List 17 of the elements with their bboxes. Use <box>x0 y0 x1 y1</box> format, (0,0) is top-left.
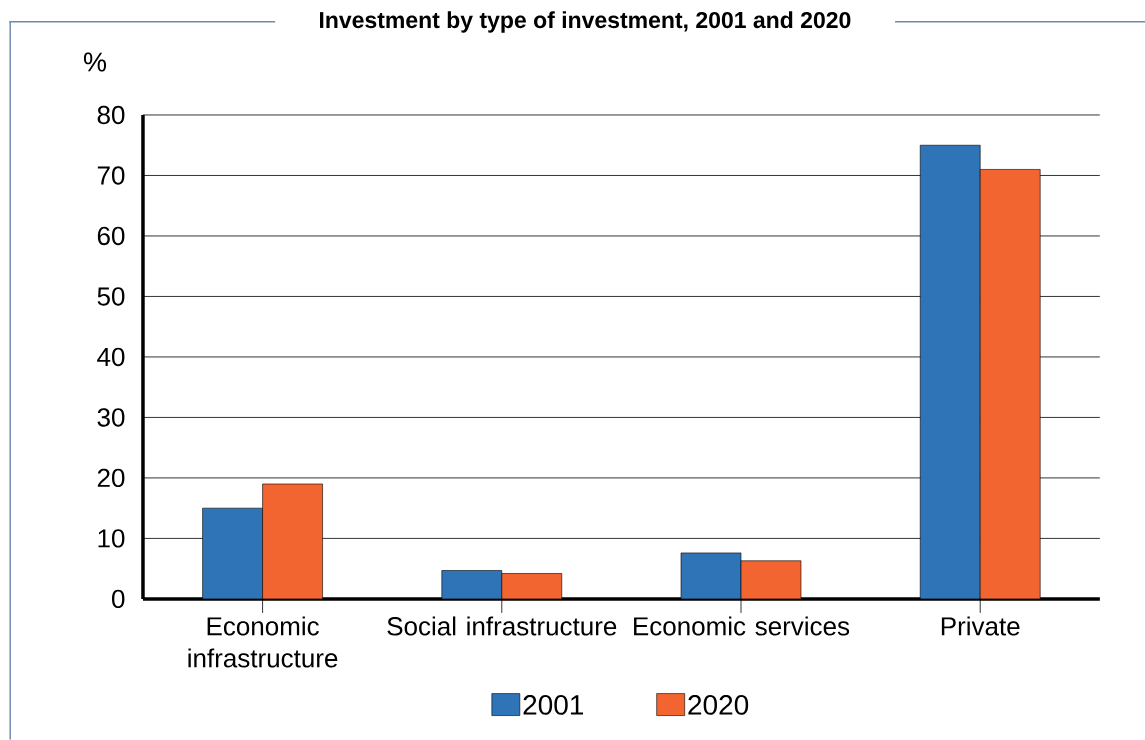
y-tick-label: 70 <box>97 166 125 185</box>
x-tick-label: Private <box>941 616 1020 636</box>
x-tick-label: Economic infrastructure <box>188 616 338 668</box>
y-tick-label: 20 <box>97 468 125 488</box>
y-tick-label: 30 <box>97 408 125 427</box>
x-tick-label: Social infrastructure <box>387 616 617 636</box>
y-tick-label: 40 <box>97 347 125 367</box>
y-tick-label: 0 <box>112 589 125 609</box>
legend-label: 2001 <box>523 695 584 715</box>
legend-label: 2020 <box>688 695 749 715</box>
y-tick-label: 60 <box>97 226 125 246</box>
chart-title: Investment by type of investment, 2001 and 2020 <box>319 11 851 33</box>
x-tick-label: Economic services <box>634 616 850 636</box>
y-tick-label: 50 <box>97 287 125 306</box>
y-axis-title: % <box>83 52 107 72</box>
y-tick-label: 10 <box>98 529 125 548</box>
y-tick-label: 80 <box>97 105 125 125</box>
